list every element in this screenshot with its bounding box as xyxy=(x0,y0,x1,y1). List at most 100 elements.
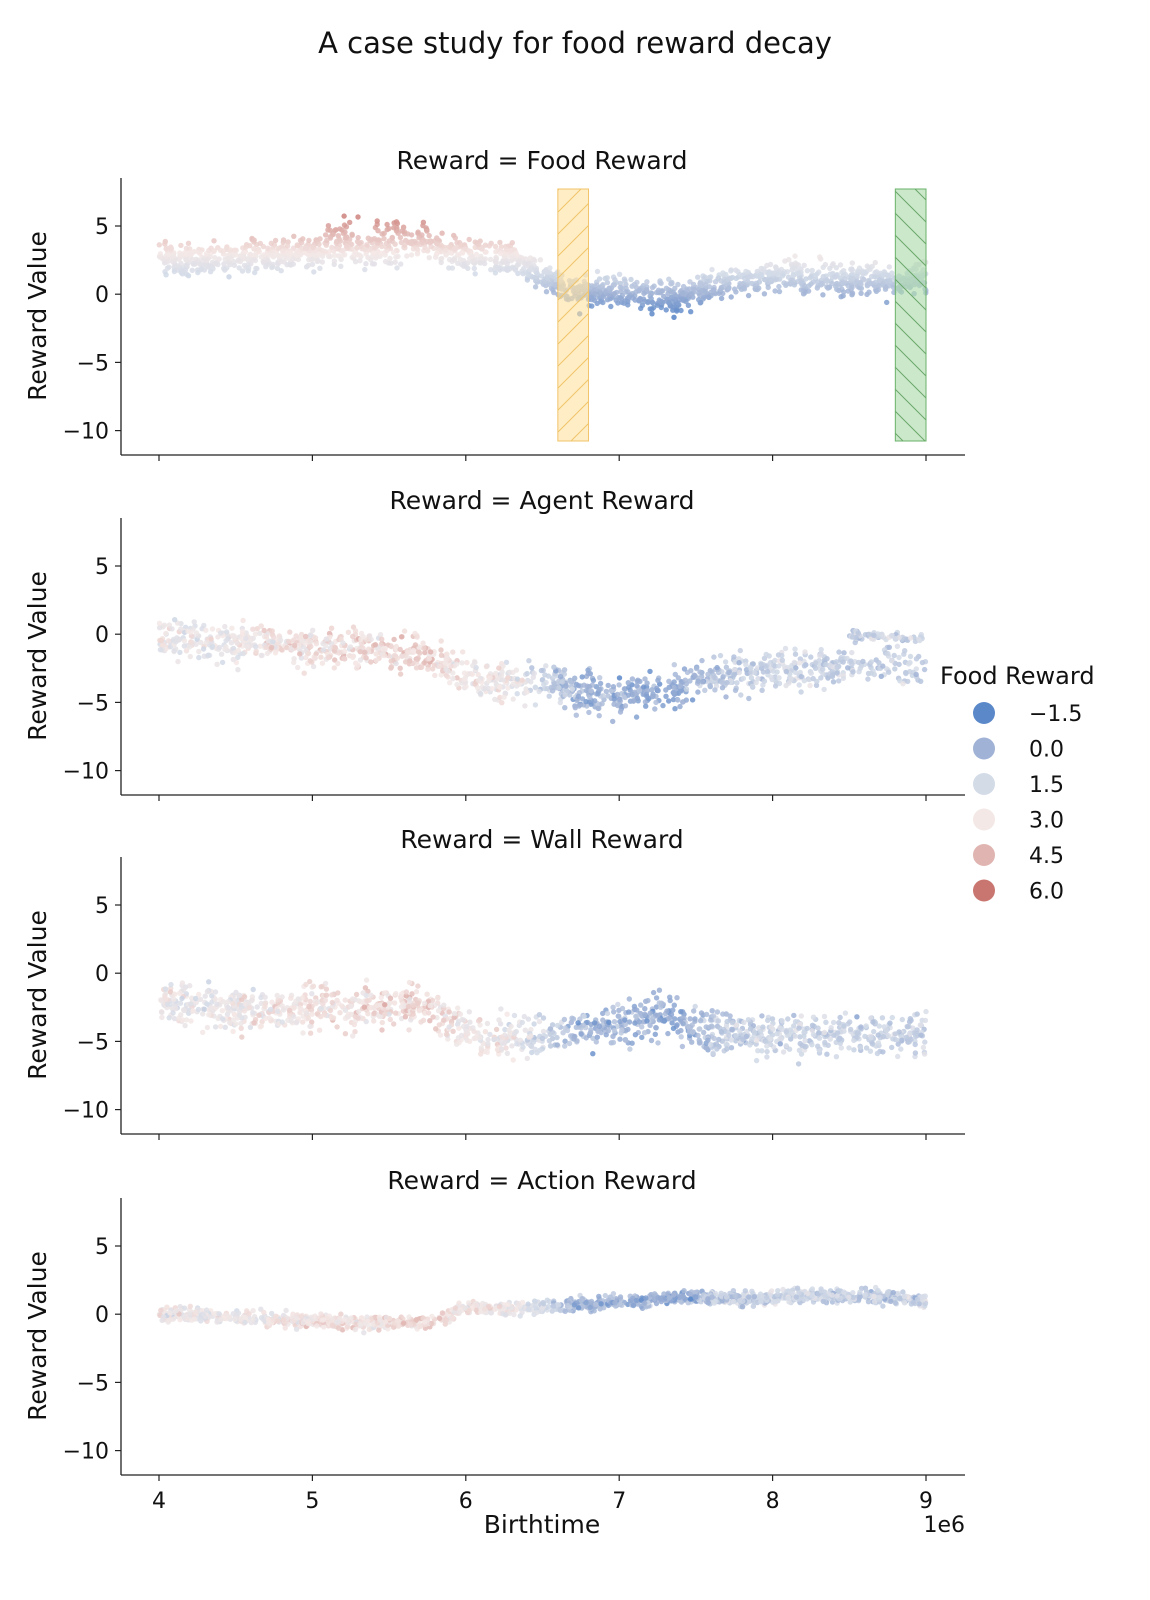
scatter-point xyxy=(236,992,242,999)
scatter-point xyxy=(755,675,761,682)
scatter-point xyxy=(656,987,663,993)
scatter-point xyxy=(738,692,744,698)
scatter-point xyxy=(258,1000,264,1007)
scatter-point xyxy=(310,627,316,633)
scatter-point xyxy=(699,679,706,685)
scatter-point xyxy=(633,714,640,720)
scatter-point xyxy=(288,995,294,1001)
scatter-point xyxy=(797,656,803,662)
scatter-point xyxy=(801,262,807,268)
scatter-point xyxy=(378,1002,384,1008)
scatter-point xyxy=(899,1016,905,1023)
scatter-point xyxy=(253,644,259,650)
scatter-point xyxy=(663,285,670,291)
scatter-point xyxy=(732,666,738,673)
scatter-point xyxy=(687,1016,693,1022)
scatter-point xyxy=(678,687,684,693)
scatter-point xyxy=(817,254,823,260)
scatter-point xyxy=(891,652,897,659)
scatter-point xyxy=(310,663,317,670)
scatter-point xyxy=(529,665,535,671)
scatter-point xyxy=(759,1013,765,1019)
scatter-point xyxy=(773,265,779,271)
scatter-point xyxy=(391,1021,397,1027)
scatter-point xyxy=(689,1039,695,1045)
scatter-point xyxy=(690,281,697,288)
scatter-point xyxy=(406,1027,412,1033)
scatter-point xyxy=(767,1036,773,1042)
scatter-point xyxy=(331,248,337,254)
scatter-point xyxy=(403,993,409,999)
scatter-point xyxy=(556,685,562,691)
scatter-point xyxy=(617,1036,623,1042)
scatter-point xyxy=(707,682,713,689)
scatter-point xyxy=(724,1018,730,1025)
scatter-point xyxy=(767,261,774,268)
scatter-point xyxy=(617,1018,623,1025)
scatter-point xyxy=(243,635,249,641)
scatter-point xyxy=(671,679,677,685)
scatter-point xyxy=(656,1000,662,1006)
scatter-point xyxy=(394,655,400,661)
scatter-point xyxy=(809,1042,815,1048)
scatter-point xyxy=(415,229,421,235)
scatter-point xyxy=(355,1015,361,1021)
scatter-point xyxy=(461,242,468,248)
scatter-point xyxy=(307,978,313,985)
scatter-point xyxy=(279,1019,285,1025)
scatter-point xyxy=(572,675,578,681)
scatter-point xyxy=(572,705,578,711)
scatter-point xyxy=(585,667,591,673)
scatter-point xyxy=(520,271,526,277)
scatter-point xyxy=(712,675,718,681)
scatter-point xyxy=(896,654,902,661)
scatter-point xyxy=(371,1010,377,1017)
scatter-point xyxy=(355,662,361,668)
scatter-point xyxy=(351,1021,357,1028)
scatter-point xyxy=(863,1045,870,1051)
scatter-point xyxy=(419,232,425,238)
scatter-point xyxy=(287,250,294,256)
scatter-point xyxy=(573,712,579,718)
scatter-point xyxy=(498,260,504,266)
scatter-point xyxy=(511,1012,518,1019)
scatter-point xyxy=(798,1013,804,1019)
scatter-point xyxy=(801,663,808,669)
scatter-point xyxy=(703,1045,710,1051)
scatter-point xyxy=(158,997,164,1003)
scatter-point xyxy=(625,302,631,308)
scatter-point xyxy=(390,249,397,256)
scatter-point xyxy=(679,1043,686,1050)
scatter-point xyxy=(309,261,316,267)
scatter-point xyxy=(342,1031,349,1037)
scatter-point xyxy=(557,674,564,680)
scatter-point xyxy=(692,1003,698,1010)
scatter-point xyxy=(347,644,354,650)
scatter-point xyxy=(427,1018,433,1024)
scatter-point xyxy=(339,227,345,233)
scatter-point xyxy=(332,645,339,651)
scatter-point xyxy=(425,666,431,672)
scatter-point xyxy=(437,1032,444,1038)
scatter-point xyxy=(611,281,617,287)
scatter-point xyxy=(279,647,285,653)
scatter-point xyxy=(666,299,672,306)
scatter-point xyxy=(905,678,911,685)
scatter-point xyxy=(502,1026,508,1033)
scatter-point xyxy=(797,1040,803,1047)
scatter-point xyxy=(534,270,540,277)
scatter-point xyxy=(546,269,552,275)
scatter-point xyxy=(793,665,799,671)
scatter-point xyxy=(670,696,677,703)
scatter-points xyxy=(158,977,929,1067)
scatter-point xyxy=(701,294,707,300)
scatter-point xyxy=(334,997,340,1003)
scatter-point xyxy=(636,1019,643,1025)
scatter-point xyxy=(718,295,725,302)
y-tick-label: 0 xyxy=(95,283,109,308)
scatter-point xyxy=(301,670,307,676)
scatter-point xyxy=(170,253,177,259)
scatter-point xyxy=(666,1016,672,1022)
scatter-point xyxy=(867,280,874,286)
scatter-point xyxy=(648,290,654,296)
